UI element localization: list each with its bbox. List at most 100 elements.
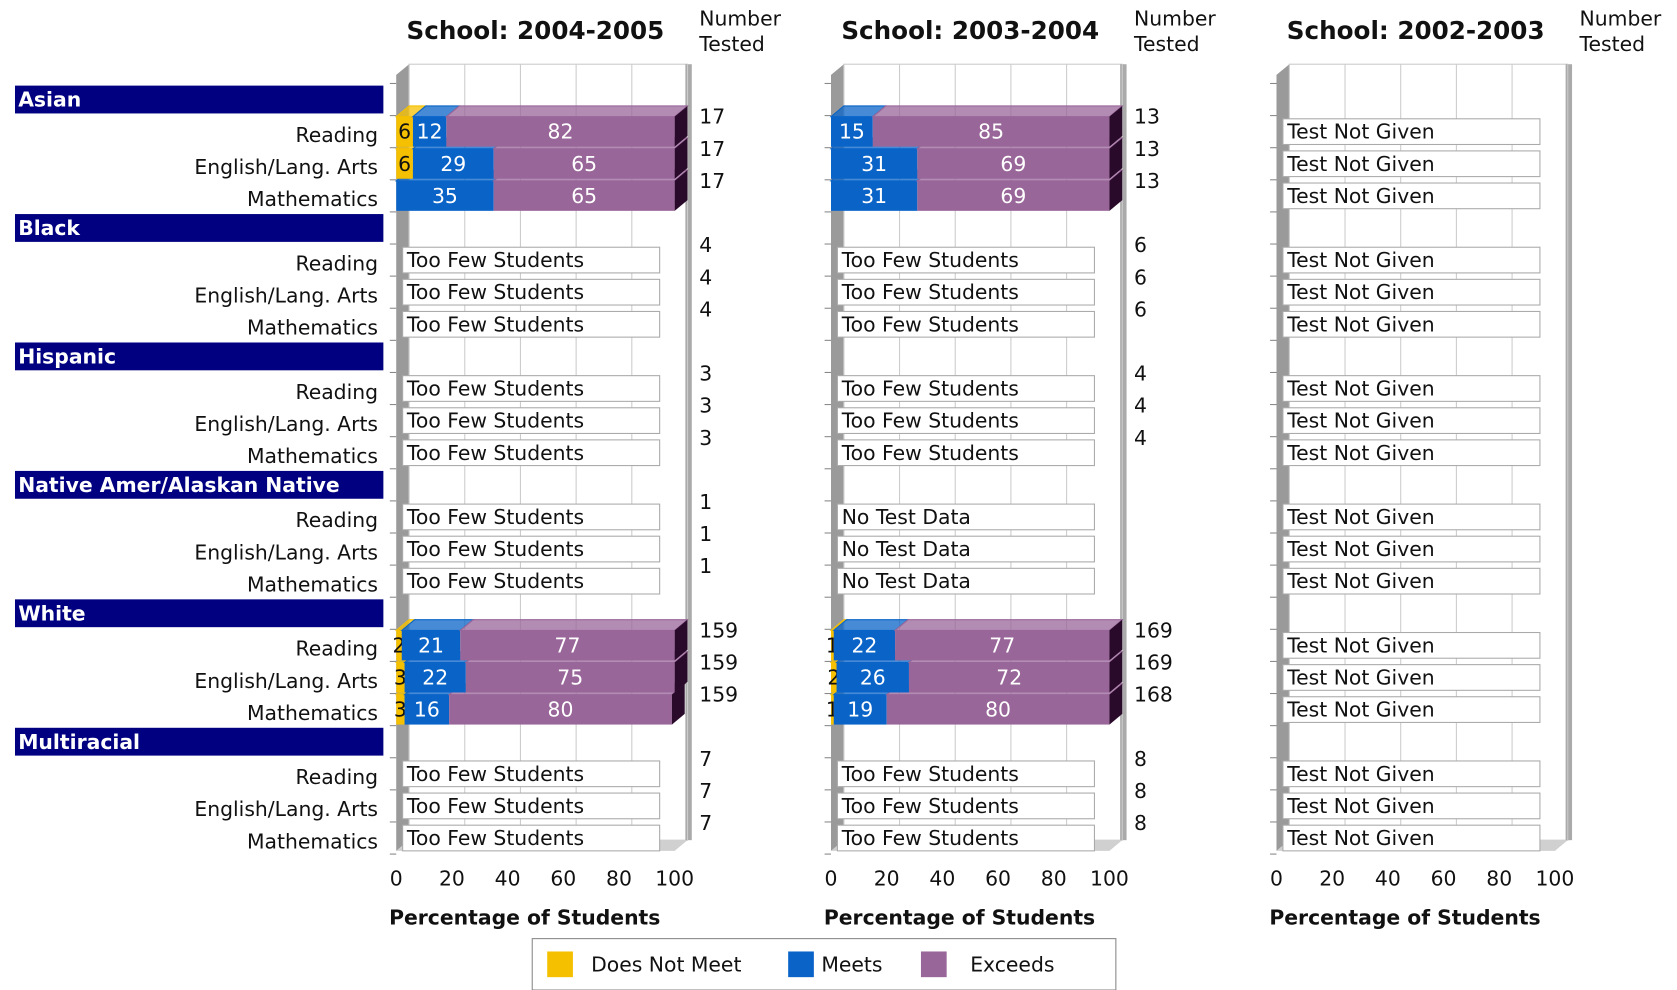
- row-label: English/Lang. Arts: [194, 412, 378, 436]
- number-tested: 3: [699, 362, 712, 386]
- bar-end: [1109, 683, 1123, 725]
- bar: [886, 694, 1110, 725]
- bar: [449, 694, 672, 725]
- value-label: 69: [1000, 152, 1026, 176]
- number-tested: 1: [699, 554, 712, 578]
- number-tested: 13: [1134, 169, 1160, 193]
- status-box: [402, 439, 661, 467]
- row-label: Reading: [295, 380, 378, 404]
- number-tested: 169: [1134, 618, 1173, 642]
- bar-end: [674, 105, 688, 147]
- row-label: Reading: [295, 123, 378, 147]
- value-label: 26: [860, 666, 886, 690]
- status-label: Too Few Students: [406, 762, 584, 786]
- number-tested: 8: [1134, 779, 1147, 803]
- bar: [396, 630, 402, 661]
- bar-top: [458, 619, 689, 631]
- status-box: [1282, 118, 1541, 146]
- row-label: English/Lang. Arts: [194, 540, 378, 564]
- status-label: Test Not Given: [1286, 762, 1434, 786]
- x-tick-label: 40: [495, 867, 521, 891]
- row-label: Mathematics: [247, 829, 378, 853]
- row-label: Reading: [295, 508, 378, 532]
- status-label: Too Few Students: [406, 826, 584, 850]
- status-box: [402, 503, 661, 531]
- x-tick-label: 60: [550, 867, 576, 891]
- number-tested: 17: [699, 105, 725, 129]
- bar: [396, 180, 494, 211]
- bar: [446, 116, 675, 147]
- value-label: 69: [1000, 184, 1026, 208]
- row-label: Mathematics: [247, 187, 378, 211]
- number-header: Number: [1580, 6, 1662, 30]
- row-label: Reading: [295, 637, 378, 661]
- status-label: Too Few Students: [841, 377, 1019, 401]
- status-label: Test Not Given: [1286, 312, 1434, 336]
- bar: [396, 148, 413, 179]
- bar: [831, 662, 837, 693]
- bar: [895, 630, 1110, 661]
- bar-end: [674, 170, 688, 211]
- value-label: 29: [440, 152, 466, 176]
- value-label: 35: [432, 184, 458, 208]
- status-box: [402, 824, 661, 852]
- status-box: [1282, 535, 1541, 563]
- legend-swatch: [788, 951, 814, 978]
- bar: [917, 148, 1110, 179]
- row-label: Mathematics: [247, 572, 378, 596]
- row-label: English/Lang. Arts: [194, 669, 378, 693]
- row-label: English/Lang. Arts: [194, 797, 378, 821]
- status-box: [402, 792, 661, 820]
- number-tested: 8: [1134, 811, 1147, 835]
- status-box: [836, 760, 1095, 788]
- status-label: Too Few Students: [406, 312, 584, 336]
- x-tick-label: 100: [1536, 867, 1575, 891]
- bar: [396, 662, 405, 693]
- row-label: Mathematics: [247, 701, 378, 725]
- bar: [831, 694, 834, 725]
- bar: [396, 694, 405, 725]
- status-label: Too Few Students: [841, 280, 1019, 304]
- number-tested: 6: [1134, 265, 1147, 289]
- value-label: 31: [861, 184, 887, 208]
- status-box: [1282, 246, 1541, 274]
- right-wall: [1565, 64, 1573, 841]
- number-header: Number: [1134, 6, 1216, 30]
- value-label: 80: [548, 698, 574, 722]
- bar-end: [1109, 619, 1123, 661]
- x-tick-label: 0: [390, 867, 403, 891]
- group-label: White: [18, 601, 85, 625]
- value-label: 77: [555, 633, 581, 657]
- status-label: Too Few Students: [406, 441, 584, 465]
- status-box: [1282, 792, 1541, 820]
- x-tick-label: 20: [1319, 867, 1345, 891]
- bar: [831, 116, 873, 147]
- number-header: Tested: [1579, 32, 1645, 56]
- status-box: [836, 407, 1095, 434]
- row-label: Reading: [295, 765, 378, 789]
- legend-box: [531, 938, 1117, 990]
- chart-title: School: 2002-2003: [1287, 16, 1545, 45]
- status-label: Too Few Students: [406, 505, 584, 529]
- status-box: [402, 278, 661, 306]
- status-label: Test Not Given: [1286, 184, 1434, 208]
- status-box: [836, 375, 1095, 402]
- number-tested: 3: [699, 394, 712, 418]
- bar: [412, 148, 494, 179]
- row-label: English/Lang. Arts: [194, 283, 378, 307]
- bar-end: [674, 651, 688, 693]
- status-label: Too Few Students: [406, 409, 584, 433]
- legend-label: Exceeds: [970, 952, 1054, 976]
- status-label: Too Few Students: [406, 280, 584, 304]
- value-label: 22: [422, 666, 448, 690]
- bar: [404, 662, 466, 693]
- x-axis-label: Percentage of Students: [824, 905, 1095, 929]
- number-tested: 4: [699, 233, 712, 257]
- bar: [833, 694, 887, 725]
- number-tested: 7: [699, 747, 712, 771]
- x-tick-label: 20: [439, 867, 465, 891]
- status-box: [1282, 150, 1541, 178]
- bar: [831, 180, 918, 211]
- row-label: Mathematics: [247, 444, 378, 468]
- group-label: Multiracial: [18, 730, 140, 754]
